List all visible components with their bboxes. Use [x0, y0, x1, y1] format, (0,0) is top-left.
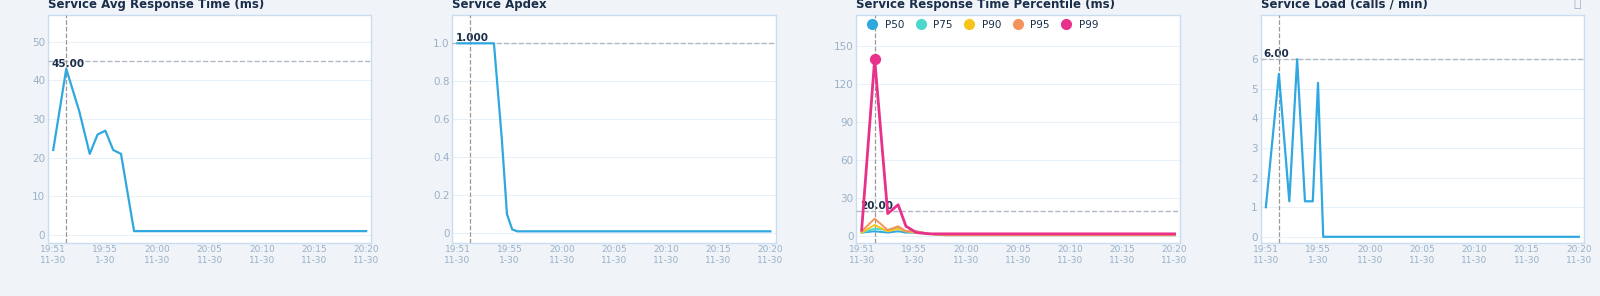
Text: Service Response Time Percentile (ms): Service Response Time Percentile (ms): [856, 0, 1115, 11]
Text: Service Apdex: Service Apdex: [453, 0, 547, 11]
Point: [862, 57, 888, 62]
Text: Service Avg Response Time (ms): Service Avg Response Time (ms): [48, 0, 264, 11]
Text: 1.000: 1.000: [456, 33, 488, 43]
Text: ⓘ: ⓘ: [1573, 0, 1581, 10]
Text: 6.00: 6.00: [1264, 49, 1290, 59]
Text: Service Load (calls / min): Service Load (calls / min): [1261, 0, 1427, 11]
Legend: P50, P75, P90, P95, P99: P50, P75, P90, P95, P99: [862, 20, 1099, 30]
Text: 20.00: 20.00: [859, 201, 893, 211]
Text: 45.00: 45.00: [51, 59, 85, 69]
